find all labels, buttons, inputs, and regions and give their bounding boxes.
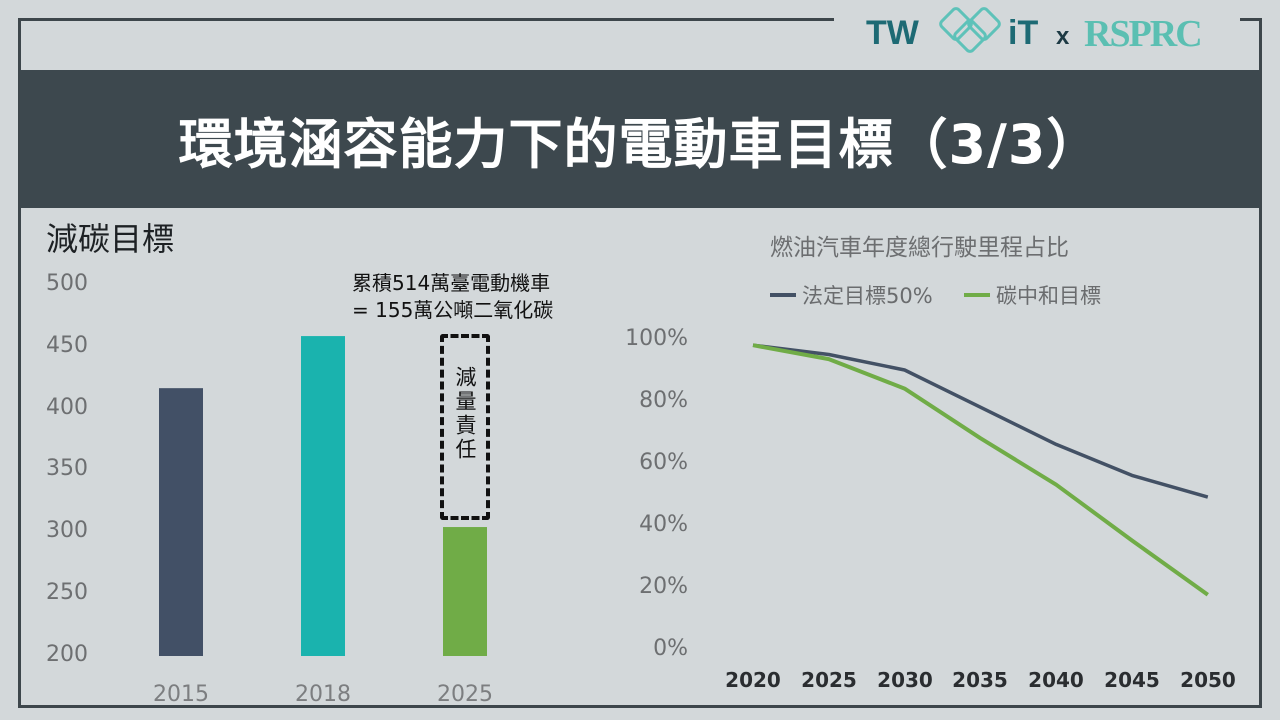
line-x-tick: 2020 xyxy=(725,668,781,692)
annotation-line-2: = 155萬公噸二氧化碳 xyxy=(352,298,554,322)
line-y-tick: 60% xyxy=(639,450,688,475)
line-y-tick: 0% xyxy=(653,636,688,661)
line-x-tick: 2045 xyxy=(1104,668,1160,692)
line-x-tick: 2040 xyxy=(1028,668,1084,692)
line-legal-target xyxy=(752,343,1209,499)
logo-it-text: iT xyxy=(1008,14,1038,52)
logo-emblem-icon xyxy=(939,7,1001,53)
bar-y-tick: 500 xyxy=(46,271,88,296)
bar-y-tick: 200 xyxy=(46,642,88,667)
bar-x-tick: 2015 xyxy=(153,682,209,707)
bar-2015 xyxy=(159,388,203,656)
bar-y-tick: 400 xyxy=(46,395,88,420)
legend-item-legal: 法定目標50% xyxy=(770,280,933,310)
logo-tw-text: TW xyxy=(866,14,920,52)
legend-item-carbon: 碳中和目標 xyxy=(964,280,1101,310)
annotation-line-1: 累積514萬臺電動機車 xyxy=(352,271,551,295)
legend-swatch-carbon xyxy=(964,293,990,297)
bar-x-tick: 2018 xyxy=(295,682,351,707)
bar-annotation: 累積514萬臺電動機車 = 155萬公噸二氧化碳 xyxy=(352,270,553,324)
page-title: 環境涵容能力下的電動車目標（3/3） xyxy=(178,112,1102,176)
line-carbon-neutral xyxy=(752,343,1209,597)
bar-chart-title: 減碳目標 xyxy=(46,220,175,258)
frame-top-right-line xyxy=(1240,18,1262,21)
reduction-responsibility-box: 減量責任 xyxy=(440,334,490,520)
twit-rsprc-logo: TW iT x RSPRC xyxy=(866,7,1203,55)
line-y-tick: 100% xyxy=(625,326,688,351)
title-band: 環境涵容能力下的電動車目標（3/3） xyxy=(20,70,1260,208)
frame-left-line xyxy=(18,18,21,708)
line-x-tick: 2050 xyxy=(1180,668,1236,692)
frame-top-line xyxy=(18,18,834,21)
line-x-tick: 2030 xyxy=(877,668,933,692)
frame-bottom-line xyxy=(18,705,1262,708)
legend-swatch-legal xyxy=(770,293,796,297)
line-y-tick: 40% xyxy=(639,512,688,537)
bar-y-tick: 350 xyxy=(46,456,88,481)
bar-y-tick: 250 xyxy=(46,580,88,605)
bar-2018 xyxy=(301,336,345,656)
bar-y-tick: 450 xyxy=(46,333,88,358)
logo-rsprc-text: RSPRC xyxy=(1084,13,1201,55)
reduction-responsibility-label: 減量責任 xyxy=(453,366,477,462)
line-x-tick: 2035 xyxy=(952,668,1008,692)
line-x-tick: 2025 xyxy=(801,668,857,692)
legend-label-legal: 法定目標50% xyxy=(802,284,933,308)
line-y-tick: 80% xyxy=(639,388,688,413)
frame-right-line xyxy=(1259,18,1262,708)
line-y-tick: 20% xyxy=(639,574,688,599)
bar-x-tick: 2025 xyxy=(437,682,493,707)
bar-y-tick: 300 xyxy=(46,518,88,543)
logo-x-text: x xyxy=(1056,23,1070,50)
line-chart-title: 燃油汽車年度總行駛里程占比 xyxy=(770,235,1069,261)
legend-label-carbon: 碳中和目標 xyxy=(996,284,1101,308)
bar-2025 xyxy=(443,527,487,656)
